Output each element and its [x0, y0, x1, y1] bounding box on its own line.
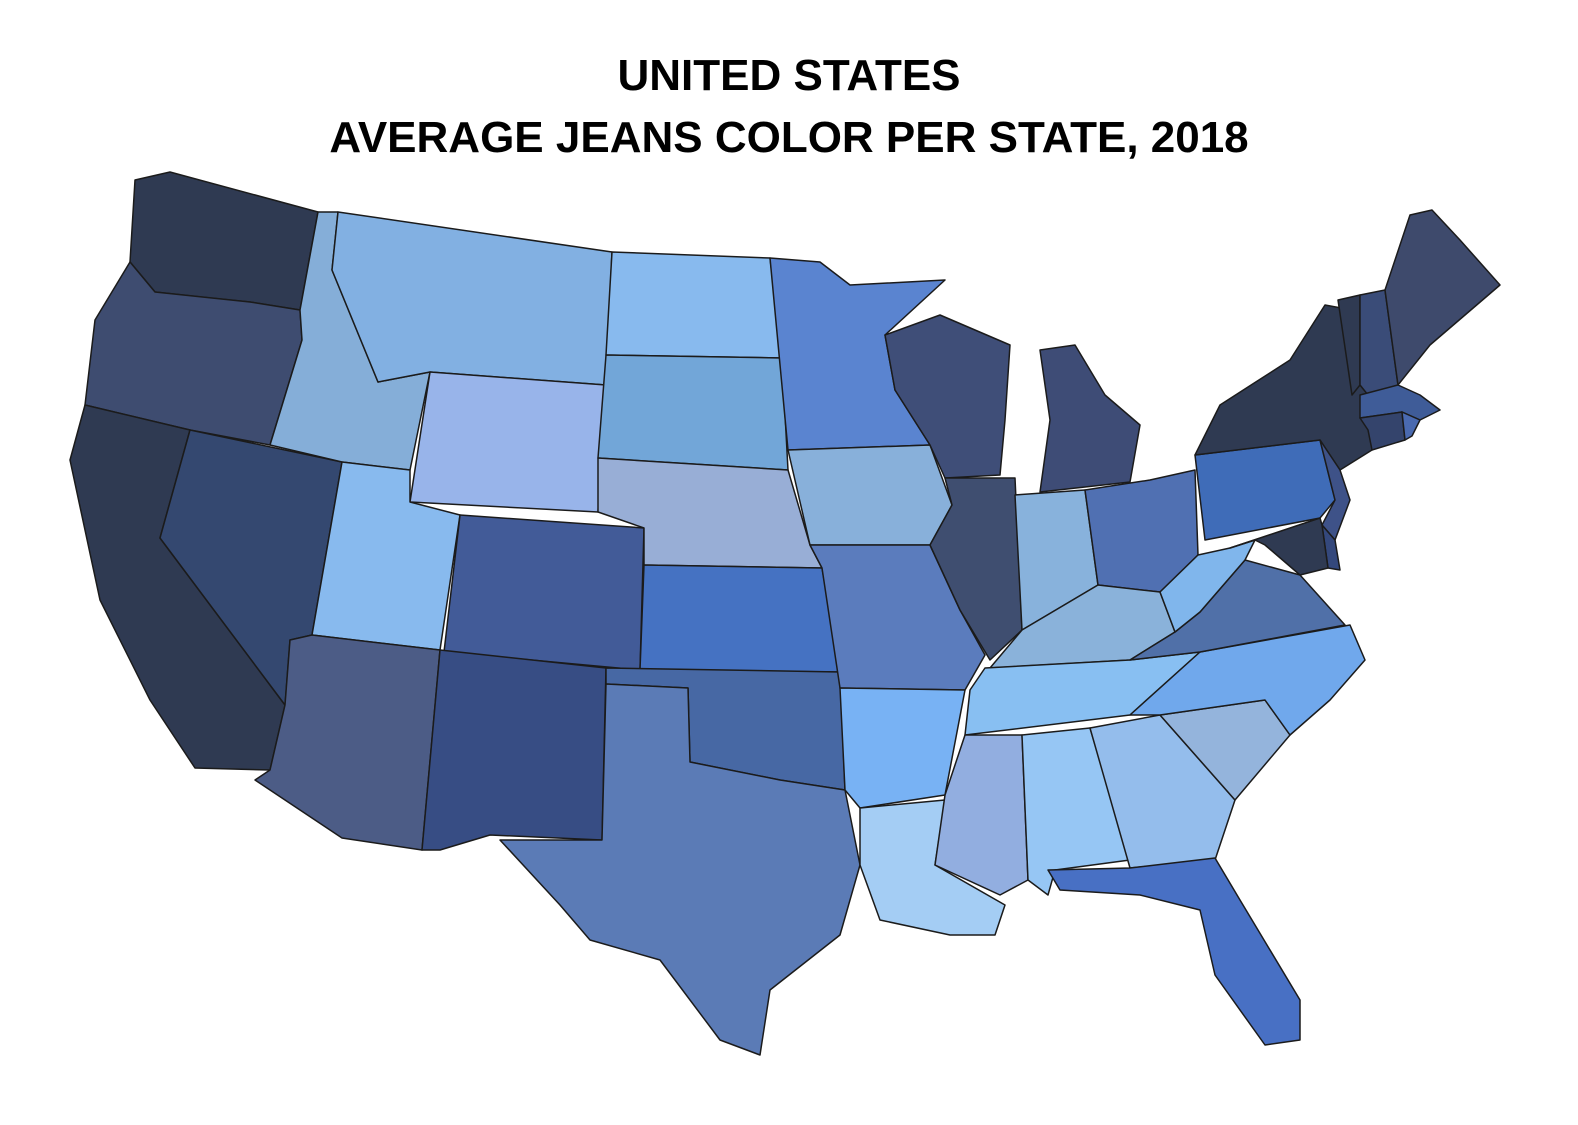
state-ga[interactable]	[1089, 714, 1236, 869]
state-wv[interactable]	[1159, 539, 1256, 633]
state-me[interactable]	[1384, 209, 1501, 386]
state-tx[interactable]	[499, 683, 861, 1056]
state-mt[interactable]	[331, 211, 613, 386]
state-ri[interactable]	[1401, 411, 1421, 441]
state-fl[interactable]	[1047, 857, 1301, 1046]
state-wy[interactable]	[409, 371, 607, 513]
state-ks[interactable]	[639, 564, 841, 673]
state-co[interactable]	[443, 514, 645, 671]
state-wi[interactable]	[884, 314, 1011, 479]
state-md[interactable]	[1229, 517, 1329, 576]
state-nc[interactable]	[1129, 624, 1366, 736]
state-nm[interactable]	[421, 649, 607, 851]
map-title-line-2: AVERAGE JEANS COLOR PER STATE, 2018	[329, 113, 1249, 162]
state-wa[interactable]	[129, 171, 319, 311]
map-title-line-1: UNITED STATES	[617, 51, 961, 100]
state-sd[interactable]	[597, 354, 789, 471]
state-ia[interactable]	[787, 444, 953, 546]
state-ct[interactable]	[1359, 411, 1406, 451]
state-nd[interactable]	[605, 251, 783, 359]
state-ar[interactable]	[839, 687, 966, 809]
state-mi[interactable]	[1039, 344, 1141, 493]
